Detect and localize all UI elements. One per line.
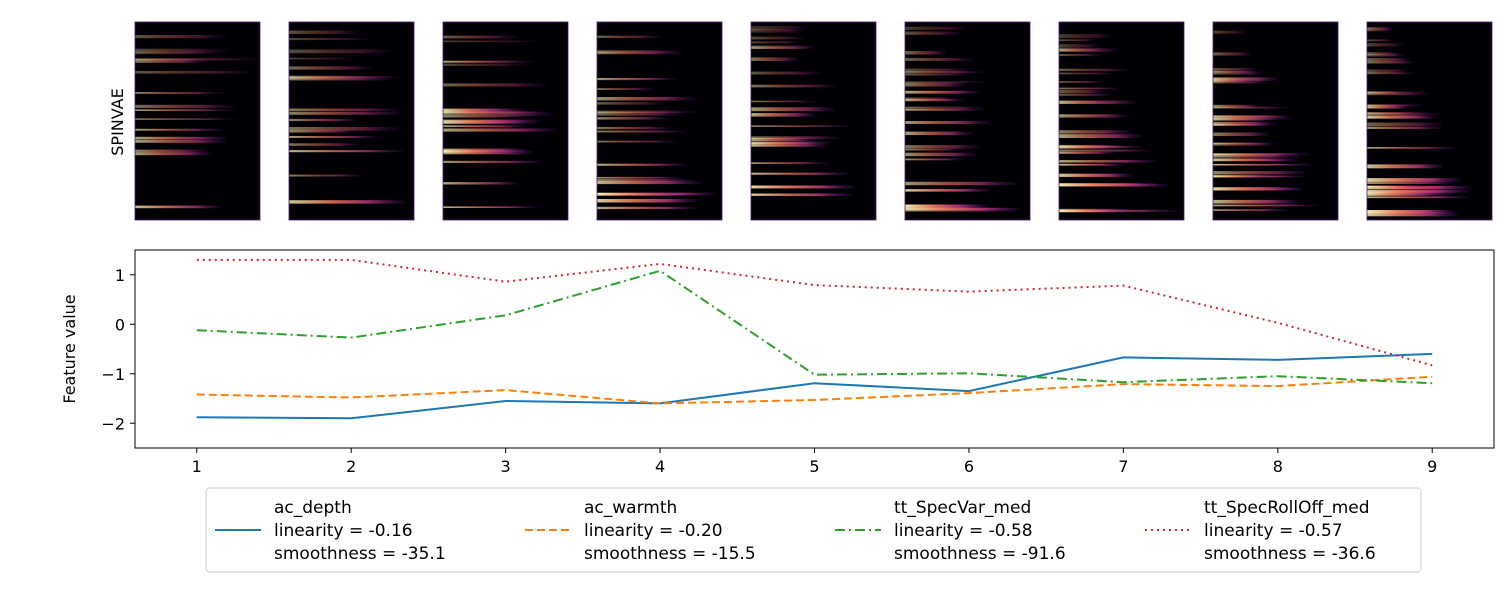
legend-linearity: linearity = -0.20 [584,521,723,541]
spectrogram-6 [904,21,1031,221]
row-label: SPINVAE [108,88,127,155]
x-tick-label: 3 [501,457,511,476]
x-tick-label: 6 [964,457,974,476]
x-tick-label: 8 [1273,457,1283,476]
series-layer [196,258,1433,420]
y-tick-label: −2 [101,414,125,433]
legend-item-ac_warmth: ac_warmth linearity = -0.20 smoothness = -… [525,498,756,564]
legend-series-name: ac_warmth [584,498,677,518]
legend-smoothness: smoothness = -35.1 [274,544,446,564]
spectrogram-5 [750,21,877,221]
legend-box [205,487,1422,573]
x-tick-label: 1 [192,457,202,476]
line-chart: 1 2 3 4 5 6 7 8 9 −2 −1 0 1 Feature value [60,249,1495,476]
legend-item-ac_depth: ac_depth linearity = -0.16 smoothness = -3… [215,498,446,564]
spectrogram-3 [442,21,569,221]
legend-item-tt_SpecRollOff_med: tt_SpecRollOff_med linearity = -0.57 smoot… [1145,498,1376,564]
plot-area [135,250,1494,448]
legend-smoothness: smoothness = -91.6 [894,544,1066,564]
spectrogram-2 [288,21,415,221]
series-line-tt_SpecVar_med [196,269,1433,385]
x-tick-label: 7 [1118,457,1128,476]
legend-item-tt_SpecVar_med: tt_SpecVar_med linearity = -0.58 smoothnes… [835,498,1066,564]
legend-smoothness: smoothness = -15.5 [584,544,756,564]
legend-series-name: ac_depth [274,498,352,518]
spectrogram-1 [134,21,261,221]
spectrogram-row [134,21,1493,221]
y-axis-label: Feature value [60,294,79,403]
series-line-ac_depth [196,352,1433,420]
spectrogram-4 [596,21,723,221]
x-tick-label: 9 [1427,457,1437,476]
legend-linearity: linearity = -0.16 [274,521,413,541]
spectrogram-7 [1058,21,1185,221]
legend-smoothness: smoothness = -36.6 [1204,544,1376,564]
series-line-ac_warmth [196,375,1433,405]
legend-linearity: linearity = -0.57 [1204,521,1343,541]
x-tick-label: 4 [655,457,665,476]
x-axis: 1 2 3 4 5 6 7 8 9 [192,448,1437,476]
spectrogram-8 [1212,21,1339,221]
x-tick-label: 5 [809,457,819,476]
y-tick-label: −1 [101,365,125,384]
y-tick-label: 1 [115,266,125,285]
legend-series-name: tt_SpecVar_med [894,498,1031,518]
y-tick-label: 0 [115,315,125,334]
legend: ac_depth linearity = -0.16 smoothness = -3… [205,487,1422,573]
legend-series-name: tt_SpecRollOff_med [1204,498,1370,518]
x-tick-label: 2 [346,457,356,476]
spectrogram-9 [1366,21,1493,221]
y-axis: −2 −1 0 1 [101,266,135,433]
legend-linearity: linearity = -0.58 [894,521,1033,541]
